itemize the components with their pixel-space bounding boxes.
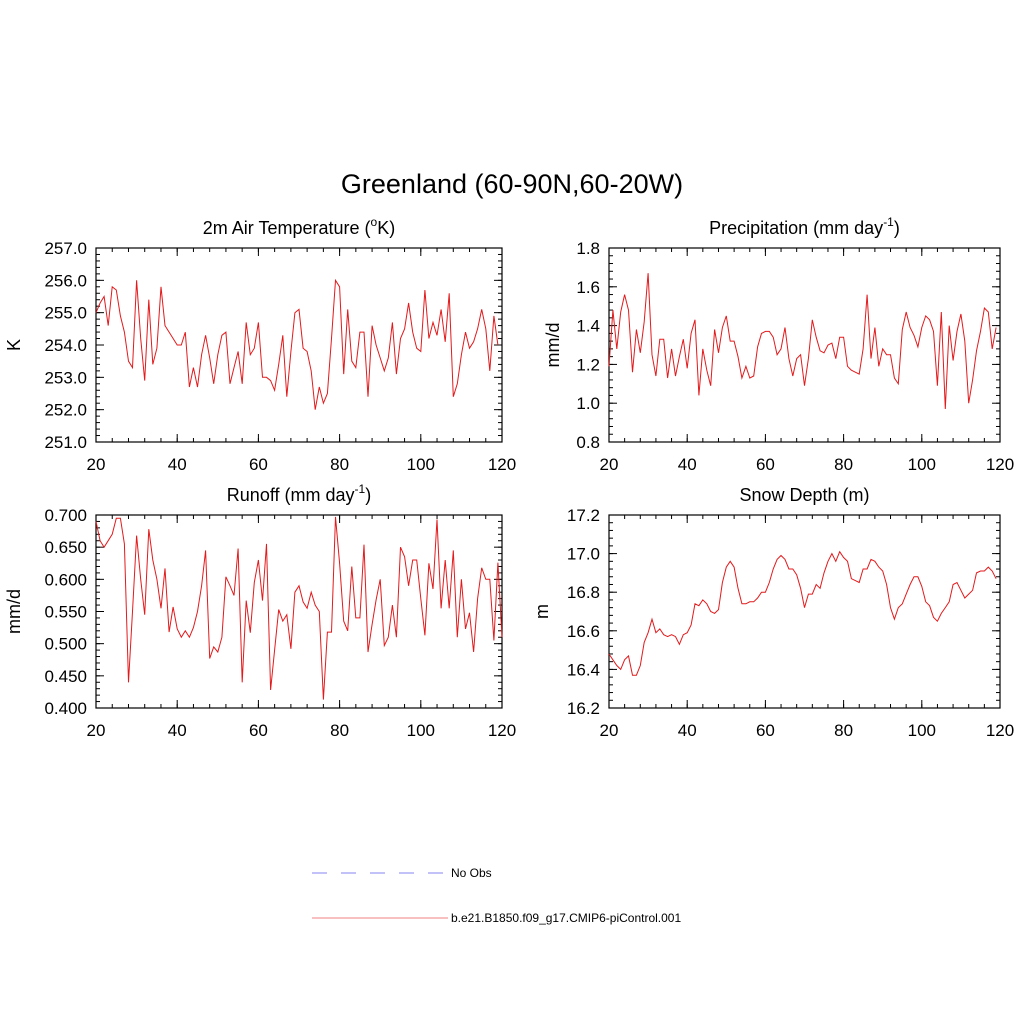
- y-tick-label: 251.0: [44, 433, 87, 452]
- x-tick-label: 20: [87, 721, 106, 740]
- plot-frame: [608, 514, 1001, 709]
- plot-frame: [95, 247, 503, 443]
- y-tick-label: 253.0: [44, 368, 87, 387]
- chart-panels: 20 40 60 80 100 120 251.0 252.0 253.0 254.0 255.0 2…: [4, 215, 1014, 740]
- y-tick-label: 252.0: [44, 401, 87, 420]
- x-tick-label: 60: [249, 455, 268, 474]
- y-tick-label: 16.6: [567, 622, 600, 641]
- x-tick-label: 100: [407, 455, 435, 474]
- y-axis-label: K: [4, 339, 24, 351]
- series-line: [95, 516, 503, 700]
- y-tick-label: 257.0: [44, 239, 87, 258]
- chart-precipitation: 20 40 60 80 100 120 0.8 1.0 1.2 1.4 1.6 1.8 Precipit…: [543, 215, 1014, 474]
- chart-title: Runoff (mm day-1): [227, 482, 371, 505]
- legend-entry-model: b.e21.B1850.f09_g17.CMIP6-piControl.001: [312, 911, 681, 925]
- series-line: [95, 278, 499, 410]
- y-tick-label: 255.0: [44, 304, 87, 323]
- y-tick-label: 0.550: [44, 603, 87, 622]
- x-tick-label: 60: [756, 455, 775, 474]
- y-tick-label: 0.500: [44, 635, 87, 654]
- chart-runoff: 20 40 60 80 100 120 0.400 0.450 0.500 0.550 0.600 0…: [4, 482, 516, 740]
- y-tick-label: 17.0: [567, 545, 600, 564]
- y-axis-label: mm/d: [4, 589, 24, 634]
- x-tick-label: 40: [678, 721, 697, 740]
- y-tick-label: 1.6: [576, 278, 600, 297]
- chart-title: Snow Depth (m): [739, 485, 869, 505]
- x-tick-label: 100: [908, 721, 936, 740]
- y-tick-label: 0.8: [576, 433, 600, 452]
- y-tick-label: 17.2: [567, 506, 600, 525]
- chart-title: 2m Air Temperature (oK): [203, 215, 395, 238]
- y-tick-label: 16.2: [567, 699, 600, 718]
- x-tick-label: 40: [168, 455, 187, 474]
- x-tick-label: 120: [986, 455, 1014, 474]
- x-tick-label: 20: [600, 721, 619, 740]
- x-tick-label: 80: [834, 721, 853, 740]
- chart-snow-depth: 20 40 60 80 100 120 16.2 16.4 16.6 16.8 17.0 17.2 Sn…: [532, 485, 1014, 740]
- x-tick-label: 100: [407, 721, 435, 740]
- y-tick-label: 254.0: [44, 336, 87, 355]
- x-tick-label: 80: [834, 455, 853, 474]
- y-tick-label: 0.400: [44, 699, 87, 718]
- y-tick-label: 16.8: [567, 583, 600, 602]
- y-tick-label: 0.600: [44, 570, 87, 589]
- y-tick-label: 1.8: [576, 239, 600, 258]
- plot-frame: [608, 247, 1001, 443]
- chart-air-temperature: 20 40 60 80 100 120 251.0 252.0 253.0 254.0 255.0 2…: [4, 215, 516, 474]
- x-tick-label: 20: [87, 455, 106, 474]
- x-tick-label: 60: [756, 721, 775, 740]
- x-tick-label: 120: [986, 721, 1014, 740]
- legend-label-model: b.e21.B1850.f09_g17.CMIP6-piControl.001: [451, 911, 681, 925]
- legend: No Obs b.e21.B1850.f09_g17.CMIP6-piContr…: [312, 866, 681, 925]
- chart-title: Precipitation (mm day-1): [709, 215, 900, 238]
- legend-entry-no-obs: No Obs: [312, 866, 492, 880]
- y-tick-label: 0.700: [44, 506, 87, 525]
- x-tick-label: 80: [330, 721, 349, 740]
- x-tick-label: 40: [678, 455, 697, 474]
- x-tick-label: 20: [600, 455, 619, 474]
- x-tick-label: 100: [908, 455, 936, 474]
- figure-title: Greenland (60-90N,60-20W): [341, 169, 683, 199]
- y-tick-label: 0.650: [44, 538, 87, 557]
- y-tick-label: 1.2: [576, 355, 600, 374]
- y-tick-label: 1.4: [576, 317, 600, 336]
- series-line: [608, 273, 997, 410]
- legend-label-no-obs: No Obs: [451, 866, 492, 880]
- y-tick-label: 16.4: [567, 660, 600, 679]
- y-tick-label: 256.0: [44, 271, 87, 290]
- x-tick-label: 40: [168, 721, 187, 740]
- y-axis-label: mm/d: [543, 323, 563, 368]
- plot-frame: [95, 514, 503, 709]
- x-tick-label: 80: [330, 455, 349, 474]
- series-line: [608, 550, 997, 676]
- x-tick-label: 120: [488, 455, 516, 474]
- x-tick-label: 120: [488, 721, 516, 740]
- y-tick-label: 0.450: [44, 667, 87, 686]
- y-axis-label: m: [532, 604, 552, 619]
- x-tick-label: 60: [249, 721, 268, 740]
- y-tick-label: 1.0: [576, 394, 600, 413]
